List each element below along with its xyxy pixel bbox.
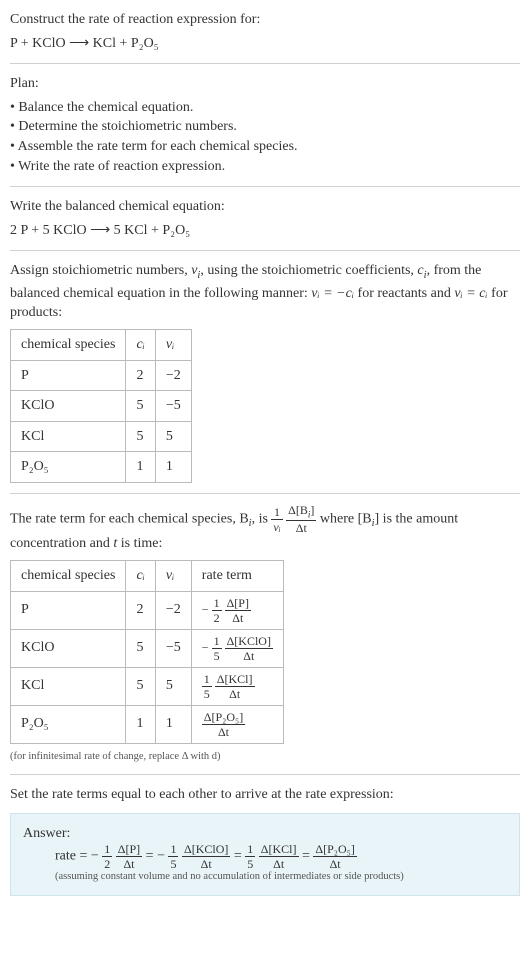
plan-section: Plan: Balance the chemical equation. Det… [10, 74, 520, 176]
text: Assign stoichiometric numbers, [10, 263, 191, 278]
col-rate: rate term [191, 560, 283, 591]
cell-species: KCl [11, 667, 126, 705]
answer-note: (assuming constant volume and no accumul… [23, 870, 507, 885]
cell-vi: 5 [155, 667, 191, 705]
col-species: chemical species [11, 560, 126, 591]
rate-table: chemical species cᵢ νᵢ rate term P 2 −2 … [10, 560, 284, 744]
answer-box: Answer: rate = − 12 Δ[P]Δt = − 15 Δ[KClO… [10, 813, 520, 896]
col-vi: νᵢ [155, 330, 191, 361]
cell-vi: −5 [155, 629, 191, 667]
cell-species: P [11, 591, 126, 629]
infinitesimal-note: (for infinitesimal rate of change, repla… [10, 750, 520, 765]
table-row: KClO 5 −5 − 15 Δ[KClO]Δt [11, 629, 284, 667]
text: , using the stoichiometric coefficients, [200, 263, 417, 278]
cell-rate: − 12 Δ[P]Δt [191, 591, 283, 629]
table-row: P₂O₅ 1 1 [11, 452, 192, 483]
cell-ci: 5 [126, 629, 155, 667]
table-row: P 2 −2 − 12 Δ[P]Δt [11, 591, 284, 629]
text: where [B [320, 511, 372, 526]
plan-list: Balance the chemical equation. Determine… [10, 98, 520, 176]
divider [10, 493, 520, 494]
rate-prefix: rate = [55, 849, 91, 864]
balanced-heading: Write the balanced chemical equation: [10, 197, 520, 217]
cell-rate: − 15 Δ[KClO]Δt [191, 629, 283, 667]
text: for reactants and [354, 286, 454, 301]
cell-species: KClO [11, 391, 126, 422]
cell-vi: −2 [155, 360, 191, 391]
dB-over-dt: Δ[Bi]Δt [286, 504, 316, 534]
stoich-table: chemical species cᵢ νᵢ P 2 −2 KClO 5 −5 … [10, 329, 192, 483]
eq-products: νᵢ = cᵢ [454, 286, 487, 301]
answer-label: Answer: [23, 824, 507, 844]
table-row: KCl 5 5 [11, 421, 192, 452]
cell-ci: 2 [126, 591, 155, 629]
prompt-text: Construct the rate of reaction expressio… [10, 10, 520, 30]
text: is time: [117, 536, 162, 551]
rate-explanation: The rate term for each chemical species,… [10, 504, 520, 554]
cell-ci: 5 [126, 421, 155, 452]
cell-vi: −2 [155, 591, 191, 629]
plan-item: Balance the chemical equation. [10, 98, 520, 118]
table-row: KCl 5 5 15 Δ[KCl]Δt [11, 667, 284, 705]
eq-reactants: νᵢ = −cᵢ [311, 286, 354, 301]
cell-ci: 1 [126, 452, 155, 483]
cell-ci: 1 [126, 705, 155, 743]
divider [10, 186, 520, 187]
cell-ci: 2 [126, 360, 155, 391]
cell-species: KCl [11, 421, 126, 452]
divider [10, 774, 520, 775]
col-vi: νᵢ [155, 560, 191, 591]
final-heading: Set the rate terms equal to each other t… [10, 785, 520, 805]
table-row: KClO 5 −5 [11, 391, 192, 422]
cell-vi: −5 [155, 391, 191, 422]
col-species: chemical species [11, 330, 126, 361]
unbalanced-equation: P + KClO ⟶ KCl + P₂O₅ [10, 34, 520, 54]
table-row: P₂O₅ 1 1 Δ[P₂O₅]Δt [11, 705, 284, 743]
col-ci: cᵢ [126, 330, 155, 361]
text: , is [252, 511, 272, 526]
nu-i: νi [191, 263, 200, 278]
c-i: ci [417, 263, 426, 278]
stoich-explanation: Assign stoichiometric numbers, νi, using… [10, 261, 520, 323]
cell-rate: 15 Δ[KCl]Δt [191, 667, 283, 705]
plan-item: Write the rate of reaction expression. [10, 157, 520, 177]
one-over-nu: 1νᵢ [271, 506, 282, 533]
cell-species: P₂O₅ [11, 705, 126, 743]
cell-species: P₂O₅ [11, 452, 126, 483]
cell-vi: 1 [155, 705, 191, 743]
text: The rate term for each chemical species,… [10, 511, 249, 526]
table-header-row: chemical species cᵢ νᵢ rate term [11, 560, 284, 591]
plan-title: Plan: [10, 74, 520, 94]
plan-item: Assemble the rate term for each chemical… [10, 137, 520, 157]
balanced-equation: 2 P + 5 KClO ⟶ 5 KCl + P₂O₅ [10, 221, 520, 241]
cell-ci: 5 [126, 667, 155, 705]
table-row: P 2 −2 [11, 360, 192, 391]
cell-vi: 5 [155, 421, 191, 452]
divider [10, 63, 520, 64]
cell-vi: 1 [155, 452, 191, 483]
cell-ci: 5 [126, 391, 155, 422]
plan-item: Determine the stoichiometric numbers. [10, 117, 520, 137]
divider [10, 250, 520, 251]
col-ci: cᵢ [126, 560, 155, 591]
rate-expression: rate = − 12 Δ[P]Δt = − 15 Δ[KClO]Δt = 15… [23, 843, 507, 870]
table-header-row: chemical species cᵢ νᵢ [11, 330, 192, 361]
cell-species: P [11, 360, 126, 391]
cell-species: KClO [11, 629, 126, 667]
cell-rate: Δ[P₂O₅]Δt [191, 705, 283, 743]
